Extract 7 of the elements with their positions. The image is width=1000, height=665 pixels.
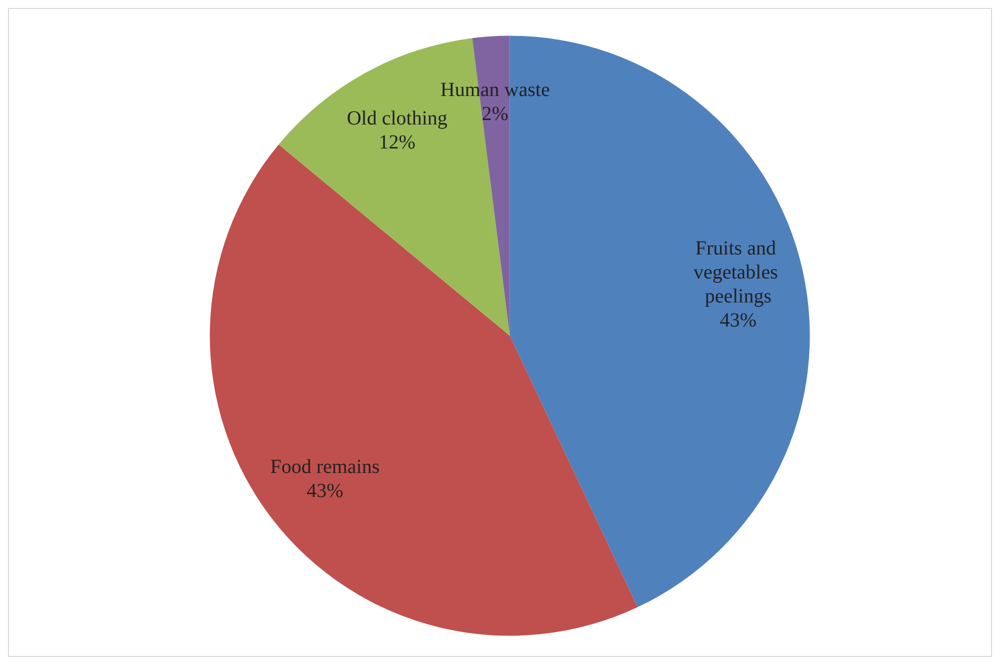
slice-label: Fruits and vegetables peelings [693,238,783,308]
data-label: 43% [720,310,757,332]
data-label: 2% [482,103,508,126]
slice-label: Food remains [270,456,380,478]
data-label: 12% [378,132,416,154]
slice-label: Old clothing [346,108,448,130]
data-label: 43% [306,480,344,502]
